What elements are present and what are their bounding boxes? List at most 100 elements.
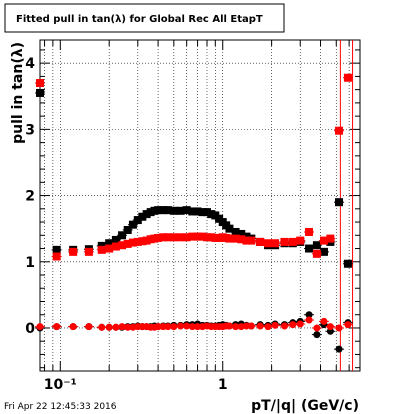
data-point [326, 323, 334, 331]
data-point [296, 236, 305, 245]
series-0 [35, 88, 353, 268]
data-point [142, 210, 151, 219]
data-point [163, 233, 172, 242]
data-point [335, 345, 343, 353]
data-point [202, 208, 211, 217]
data-point [271, 239, 280, 248]
data-point [237, 235, 246, 244]
data-point [237, 323, 245, 331]
data-marks [35, 73, 353, 353]
data-point [319, 236, 328, 245]
data-point [118, 241, 127, 250]
data-point [296, 320, 304, 328]
data-point [128, 238, 137, 247]
data-point [247, 236, 256, 245]
title-box: Fitted pull in tan(λ) for Global Rec All… [4, 3, 285, 33]
y-tick-label: 4 [25, 56, 35, 72]
y-tick-label: 0 [25, 321, 35, 337]
series-1 [35, 73, 353, 261]
data-point [176, 206, 185, 215]
data-point [264, 239, 273, 248]
data-point [164, 323, 172, 331]
data-point [271, 321, 279, 329]
data-point [319, 247, 328, 256]
data-point [69, 323, 77, 331]
data-point [288, 237, 297, 246]
data-point [123, 225, 132, 234]
chart-title: Fitted pull in tan(λ) for Global Rec All… [16, 14, 263, 25]
data-point [280, 322, 288, 330]
data-point [154, 206, 163, 215]
data-point [289, 321, 297, 329]
data-point [154, 323, 162, 331]
data-point [335, 198, 344, 207]
data-point [111, 242, 120, 251]
y-tick-label: 3 [25, 122, 35, 138]
data-point [182, 206, 191, 215]
data-point [169, 206, 178, 215]
data-point [170, 323, 178, 331]
data-point [225, 224, 234, 233]
data-point [247, 322, 255, 330]
data-point [182, 233, 191, 242]
data-point [85, 323, 93, 331]
data-point [36, 323, 44, 331]
data-point [36, 88, 44, 97]
data-point [183, 322, 191, 330]
y-tick-label: 1 [25, 255, 35, 271]
data-point [305, 227, 314, 236]
data-point [326, 234, 335, 243]
data-point [188, 207, 197, 216]
data-point [313, 324, 321, 332]
data-point [237, 229, 246, 238]
data-point [36, 79, 44, 88]
data-point [177, 322, 185, 330]
data-point [111, 235, 120, 244]
data-point [105, 244, 114, 253]
data-point [188, 232, 197, 241]
data-point [207, 210, 216, 219]
data-point [105, 239, 114, 248]
data-point [207, 233, 216, 242]
x-tick-label: 10⁻¹ [44, 377, 77, 393]
data-point [53, 323, 61, 331]
data-point [344, 321, 352, 329]
data-point [138, 212, 147, 221]
data-point [128, 220, 137, 229]
series-3 [35, 316, 353, 332]
data-point [97, 245, 106, 254]
data-point [313, 331, 321, 339]
y-tick-label: 2 [25, 189, 35, 205]
grid [40, 40, 361, 371]
data-point [305, 316, 313, 324]
data-point [343, 259, 352, 268]
data-point [169, 233, 178, 242]
data-point [256, 322, 264, 330]
data-point [112, 323, 120, 331]
timestamp: Fri Apr 22 12:45:33 2016 [4, 402, 117, 412]
data-point [320, 317, 328, 325]
data-point [154, 233, 163, 242]
data-point [343, 73, 352, 82]
data-point [312, 249, 321, 258]
data-point [84, 247, 93, 256]
data-point [231, 227, 240, 236]
data-point [312, 241, 321, 250]
data-point [193, 207, 202, 216]
y-axis-title: pull in tan(λ) [10, 42, 26, 144]
data-point [198, 232, 207, 241]
data-point [105, 323, 113, 331]
data-point [280, 237, 289, 246]
data-point [264, 323, 272, 331]
data-point [133, 237, 142, 246]
data-point [225, 322, 233, 330]
axis-ticks [40, 40, 361, 371]
x-tick-label: 1 [218, 377, 228, 393]
data-point [335, 126, 344, 135]
data-point [124, 323, 132, 331]
series-2 [35, 311, 353, 353]
data-point [133, 216, 142, 225]
x-axis-title: pT/|q| (GeV/c) [251, 398, 359, 414]
data-point [232, 323, 240, 331]
